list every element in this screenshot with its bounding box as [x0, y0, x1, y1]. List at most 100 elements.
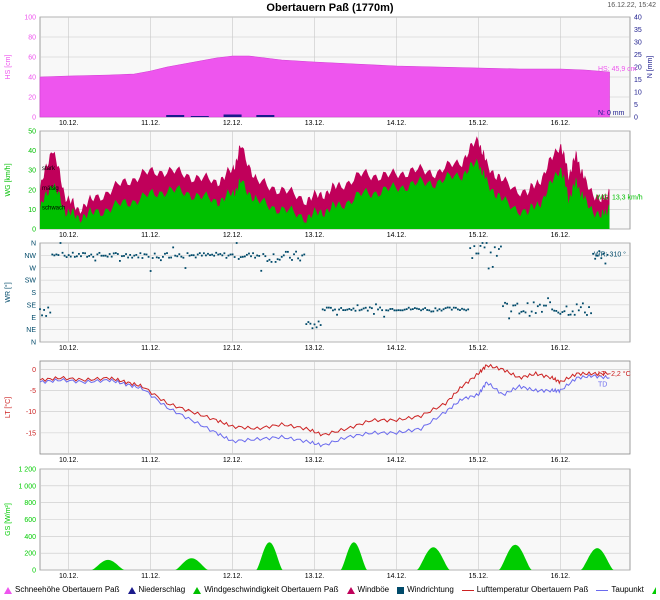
- wind-direction-point: [592, 252, 595, 255]
- wind-direction-point: [444, 307, 447, 310]
- wind-direction-point: [108, 253, 111, 255]
- y-tick-label: 0: [32, 227, 36, 234]
- wind-direction-point: [250, 255, 252, 258]
- wind-direction-point: [393, 309, 396, 312]
- wind-direction-point: [399, 309, 402, 312]
- wind-direction-point: [299, 259, 302, 262]
- annotation-td: TD: [598, 381, 607, 388]
- legend-item[interactable]: Windgeschwindigkeit Obertauern Paß: [193, 585, 339, 594]
- wind-direction-point: [430, 310, 433, 313]
- wind-direction-point: [96, 253, 99, 256]
- x-tick-label: 14.12.: [387, 232, 407, 239]
- wind-direction-point: [459, 309, 461, 311]
- wind-direction-point: [485, 242, 488, 244]
- wind-direction-point: [125, 253, 127, 255]
- wind-direction-point: [504, 301, 506, 304]
- wind-direction-point: [327, 306, 330, 309]
- wind-direction-point: [379, 306, 381, 309]
- legend-label: Lufttemperatur Obertauern Paß: [476, 585, 589, 595]
- wind-direction-point: [424, 307, 427, 309]
- y-tick-label: 60: [28, 55, 36, 62]
- wind-direction-point: [252, 252, 254, 255]
- wind-direction-point: [581, 302, 584, 305]
- x-tick-label: 12.12.: [223, 457, 243, 464]
- wind-direction-point: [354, 309, 357, 312]
- x-tick-label: 13.12.: [305, 573, 325, 580]
- wind-direction-point: [159, 259, 162, 262]
- wind-direction-point: [295, 250, 297, 253]
- wind-direction-point: [61, 251, 64, 254]
- wind-direction-point: [55, 253, 58, 256]
- wind-direction-point: [407, 306, 410, 309]
- wind-direction-point: [274, 261, 277, 263]
- wind-direction-point: [41, 314, 43, 317]
- band-label-weak: schwach: [42, 205, 65, 211]
- wind-direction-point: [143, 253, 146, 256]
- radiation-peak: [256, 542, 283, 570]
- y-tick-label-right: 35: [634, 27, 642, 34]
- wind-direction-point: [411, 308, 414, 311]
- wind-direction-point: [506, 302, 508, 305]
- wind-direction-point: [110, 255, 113, 258]
- wind-direction-point: [180, 255, 183, 258]
- wind-direction-point: [450, 308, 453, 311]
- legend-item[interactable]: Windböe: [346, 585, 389, 594]
- wind-direction-point: [373, 313, 375, 315]
- legend-item[interactable]: Windrichtung: [397, 585, 454, 594]
- wind-direction-point: [131, 256, 134, 259]
- annotation-gs: GS: [598, 560, 608, 567]
- wind-direction-point: [543, 304, 545, 307]
- wind-direction-point: [467, 308, 470, 311]
- wind-direction-point: [577, 309, 580, 312]
- legend-line-icon: [461, 589, 474, 591]
- wind-direction-point: [262, 253, 265, 255]
- wind-direction-point: [313, 323, 316, 326]
- x-tick-label: 10.12.: [59, 573, 79, 580]
- wind-direction-point: [598, 250, 601, 253]
- wind-direction-point: [188, 254, 191, 257]
- wind-direction-point: [584, 311, 586, 314]
- panel-3: 10.12. 11.12. 12.12. 13.12. 14.12. 15.12. 16.1…: [4, 241, 631, 352]
- wind-direction-point: [182, 256, 185, 259]
- legend-item[interactable]: Globalstrahlung (oben): [651, 585, 656, 594]
- wind-direction-point: [139, 252, 142, 255]
- wind-direction-point: [104, 254, 107, 257]
- wind-direction-point: [135, 253, 138, 256]
- wind-direction-point: [80, 255, 82, 258]
- legend-label: Niederschlag: [138, 585, 186, 595]
- wind-direction-point: [211, 253, 213, 256]
- wind-direction-point: [184, 267, 187, 269]
- wind-direction-point: [434, 307, 437, 310]
- legend-item[interactable]: Lufttemperatur Obertauern Paß: [461, 585, 589, 595]
- y-tick-label: 50: [28, 129, 36, 136]
- wind-direction-point: [264, 255, 267, 258]
- wind-direction-point: [518, 312, 521, 315]
- wind-direction-point: [469, 247, 472, 250]
- wind-direction-point: [311, 327, 314, 330]
- wind-direction-point: [67, 254, 70, 256]
- wind-direction-point: [489, 251, 492, 254]
- wind-direction-point: [416, 307, 418, 310]
- wind-direction-point: [448, 306, 451, 309]
- wind-direction-point: [235, 242, 238, 244]
- wind-direction-point: [457, 308, 459, 311]
- wind-direction-point: [557, 311, 560, 314]
- wind-direction-point: [301, 254, 304, 257]
- x-tick-label: 15.12.: [469, 457, 489, 464]
- wind-direction-point: [528, 314, 531, 317]
- wind-direction-point: [553, 309, 556, 312]
- annotation-lt: LT: -2,2 °C: [598, 370, 631, 378]
- legend-item[interactable]: Schneehöhe Obertauern Paß: [4, 585, 120, 594]
- y-axis-label: LT [°C]: [4, 397, 12, 418]
- legend-item[interactable]: Taupunkt: [596, 585, 644, 594]
- wind-direction-point: [147, 255, 150, 258]
- x-tick-label: 16.12.: [551, 232, 571, 239]
- wind-direction-point: [491, 265, 494, 268]
- legend-item[interactable]: Niederschlag: [127, 585, 186, 595]
- wind-direction-point: [297, 257, 300, 260]
- wind-direction-point: [588, 306, 590, 309]
- x-tick-label: 14.12.: [387, 457, 407, 464]
- x-tick-label: 15.12.: [469, 120, 489, 127]
- x-tick-label: 15.12.: [469, 573, 489, 580]
- wind-direction-point: [43, 309, 45, 311]
